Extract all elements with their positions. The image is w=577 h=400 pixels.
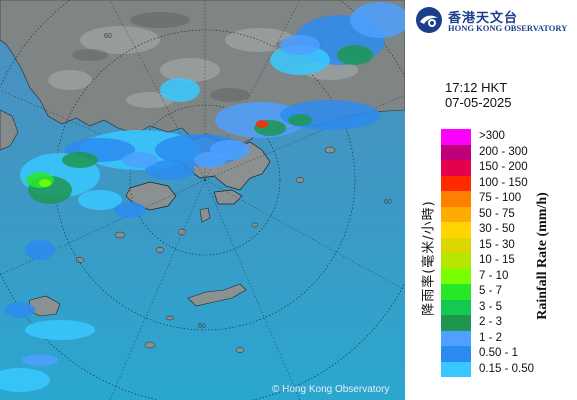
rain-echo xyxy=(160,78,200,102)
legend-swatch xyxy=(441,253,471,269)
legend-label: 100 - 150 xyxy=(479,176,528,189)
info-panel: 香港天文台 HONG KONG OBSERVATORY 17:12 HKT 07… xyxy=(405,0,577,400)
range-spokes xyxy=(0,0,405,400)
rain-echo xyxy=(114,202,146,218)
legend-swatch xyxy=(441,160,471,176)
rain-echo xyxy=(62,152,98,168)
rain-echo xyxy=(145,160,195,180)
legend-swatch xyxy=(441,175,471,191)
legend-label: 2 - 3 xyxy=(479,316,503,328)
lantau-island xyxy=(125,181,177,211)
rain-echo xyxy=(194,152,226,168)
time-label: 17:12 HKT xyxy=(445,80,508,95)
rain-echo xyxy=(122,152,158,168)
legend-label: 1 - 2 xyxy=(479,331,503,344)
rain-echo xyxy=(270,45,330,75)
ring-label-north: 60 xyxy=(104,33,112,40)
hko-logo: 香港天文台 HONG KONG OBSERVATORY xyxy=(415,6,575,34)
legend-label: 50 - 75 xyxy=(479,207,515,220)
legend-swatch xyxy=(441,284,471,300)
hk-island xyxy=(213,189,243,205)
mainland-west-shore xyxy=(0,109,19,151)
islets xyxy=(75,146,336,353)
legend-swatch xyxy=(441,191,471,207)
legend-label: >300 xyxy=(479,130,505,142)
legend-label: 150 - 200 xyxy=(479,161,528,173)
legend-swatch xyxy=(441,144,471,160)
legend-label: 7 - 10 xyxy=(479,269,509,282)
legend-title-cn: 降雨率(毫米/小時) xyxy=(421,200,437,316)
legend-label: 75 - 100 xyxy=(479,192,522,204)
rain-echo xyxy=(350,2,405,38)
date-label: 07-05-2025 xyxy=(445,95,512,110)
legend-label: 10 - 15 xyxy=(479,254,515,266)
ring-label-south: 60 xyxy=(198,323,206,330)
legend-swatch xyxy=(441,222,471,238)
range-rings xyxy=(0,0,405,400)
rain-echo xyxy=(26,172,54,188)
legend-swatch xyxy=(441,129,471,145)
hko-name-cn: 香港天文台 xyxy=(448,11,519,26)
rain-echo xyxy=(5,302,35,318)
legend-swatch xyxy=(441,315,471,331)
copyright-notice: © Hong Kong Observatory xyxy=(272,384,390,395)
rain-echo xyxy=(337,45,373,65)
lamma-island xyxy=(199,207,211,223)
rain-echo xyxy=(25,240,55,260)
island-chain-south xyxy=(187,283,247,307)
hko-logo-icon xyxy=(416,7,442,33)
legend-swatch xyxy=(441,206,471,222)
legend-label: 30 - 50 xyxy=(479,223,515,235)
rain-echo xyxy=(78,190,122,210)
rain-echo xyxy=(288,114,312,126)
legend-swatch xyxy=(441,299,471,315)
legend-swatch xyxy=(441,346,471,362)
legend-label: 200 - 300 xyxy=(479,145,528,158)
legend-label: 3 - 5 xyxy=(479,300,503,313)
legend-label: 0.15 - 0.50 xyxy=(479,362,534,375)
rain-echo xyxy=(256,120,268,128)
rain-echoes xyxy=(0,2,405,392)
legend-label: 5 - 7 xyxy=(479,285,503,297)
legend-swatch xyxy=(441,361,471,377)
timestamp: 17:12 HKT 07-05-2025 xyxy=(445,80,512,110)
rain-echo xyxy=(25,320,95,340)
legend-label: 15 - 30 xyxy=(479,238,515,251)
legend-title-en: Rainfall Rate (mm/h) xyxy=(535,192,550,320)
hko-name-en: HONG KONG OBSERVATORY xyxy=(448,23,568,33)
legend-label: 0.50 - 1 xyxy=(479,347,518,359)
rain-echo xyxy=(0,368,50,392)
legend-swatch xyxy=(441,268,471,284)
rain-echo xyxy=(280,35,320,55)
legend-swatch xyxy=(441,330,471,346)
ring-label-east: 60 xyxy=(384,199,392,206)
rain-echo xyxy=(39,179,51,187)
rain-echo xyxy=(22,354,58,366)
legend-swatch xyxy=(441,237,471,253)
radar-map: 60 60 60 xyxy=(0,0,405,400)
